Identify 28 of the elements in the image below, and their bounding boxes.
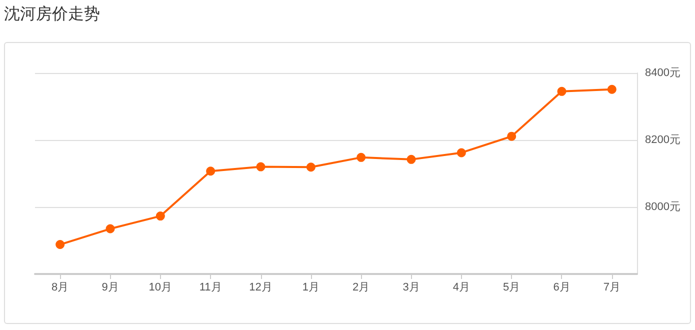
point — [156, 212, 165, 221]
point — [557, 86, 566, 96]
point — [406, 154, 416, 164]
x-tick-label: 10月 — [148, 282, 172, 294]
x-tick-label: 12月 — [249, 282, 272, 294]
point — [256, 162, 266, 172]
x-tick-label: 11月 — [199, 282, 222, 294]
point — [507, 132, 516, 141]
point — [56, 240, 65, 250]
x-tick-label: 5月 — [503, 282, 520, 294]
x-tick-label: 7月 — [603, 282, 620, 294]
point — [106, 224, 115, 234]
point — [206, 166, 216, 176]
point — [456, 148, 466, 158]
x-tick-label: 1月 — [302, 282, 320, 294]
x-tick-label: 4月 — [452, 282, 470, 294]
x-tick-label: 2月 — [352, 282, 370, 294]
point — [356, 152, 366, 162]
x-tick-label: 3月 — [402, 282, 420, 294]
x-tick-label: 9月 — [102, 282, 119, 294]
chart-title: 沈河房价走势 — [4, 4, 100, 25]
point — [306, 162, 316, 172]
x-tick-label: 8月 — [52, 282, 69, 294]
y-tick-label: 8000元 — [645, 201, 680, 213]
x-tick-label: 6月 — [553, 282, 570, 294]
y-tick-label: 8200元 — [645, 134, 680, 146]
point — [607, 84, 616, 94]
y-tick-label: 8400元 — [645, 67, 680, 79]
